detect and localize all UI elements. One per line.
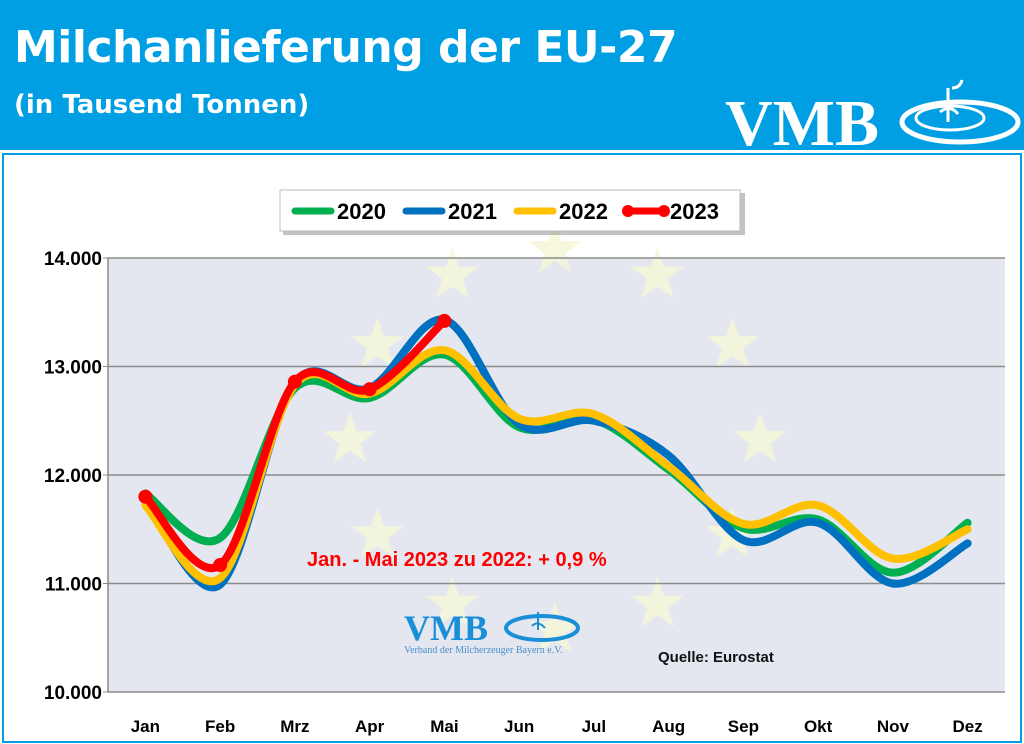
star-icon (733, 412, 787, 463)
x-tick-label: Mai (430, 717, 458, 736)
vmb-logo: VMB (725, 79, 1021, 150)
legend: 2020 2021 2022 2023 (279, 189, 745, 235)
x-axis: Jan Feb Mrz Apr Mai Jun Jul Aug Sep Okt Nov Dez (131, 717, 983, 736)
star-icon (705, 317, 760, 368)
legend-label-2020: 2020 (337, 199, 386, 224)
y-tick-label: 13.000 (44, 358, 102, 379)
y-tick-label: 14.000 (44, 249, 102, 270)
star-icon (630, 247, 685, 299)
page-subtitle: (in Tausend Tonnen) (14, 90, 310, 120)
star-icon (425, 576, 480, 628)
star-icon (528, 602, 582, 653)
x-tick-label: Jan (131, 717, 160, 736)
data-point-2023 (437, 313, 452, 328)
data-point-2023 (287, 374, 302, 389)
legend-label-2022: 2022 (559, 199, 608, 224)
annotation-text: Jan. - Mai 2023 zu 2022: + 0,9 % (307, 549, 607, 571)
x-tick-label: Aug (652, 717, 685, 736)
x-tick-label: Dez (953, 717, 983, 736)
star-icon (425, 247, 480, 299)
legend-label-2021: 2021 (448, 199, 497, 224)
x-tick-label: Sep (728, 717, 759, 736)
data-point-2023 (362, 382, 377, 397)
watermark-tagline: Verband der Milcherzeuger Bayern e.V. (404, 645, 563, 656)
x-tick-label: Jun (504, 717, 534, 736)
x-tick-label: Mrz (280, 717, 309, 736)
watermark-drop-icon (504, 614, 580, 642)
x-tick-label: Nov (877, 717, 910, 736)
series-lines (138, 313, 972, 592)
y-tick-label: 11.000 (45, 575, 102, 596)
legend-label-2023: 2023 (670, 199, 719, 224)
y-tick-label: 12.000 (44, 466, 102, 487)
x-tick-label: Feb (205, 717, 235, 736)
watermark-logo-text: VMB (404, 608, 488, 648)
x-tick-label: Jul (582, 717, 607, 736)
star-icon (350, 507, 405, 558)
star-icon (528, 222, 582, 273)
page-title: Milchanlieferung der EU-27 (14, 22, 678, 73)
series-line-2023 (141, 316, 449, 572)
vmb-watermark-logo: VMB Verband der Milcherzeuger Bayern e.V… (404, 608, 580, 656)
vmb-logo-text: VMB (725, 87, 879, 150)
x-tick-label: Apr (355, 717, 385, 736)
data-point-2023 (213, 558, 228, 573)
y-tick-label: 10.000 (44, 683, 102, 704)
gridlines (108, 257, 1005, 693)
data-point-2023 (138, 489, 153, 504)
y-axis: 10.000 11.000 12.000 13.000 14.000 (44, 249, 109, 704)
header-banner: Milchanlieferung der EU-27 (in Tausend T… (0, 0, 1024, 150)
star-icon (630, 576, 685, 628)
milk-drop-logo-icon (899, 79, 1021, 145)
star-icon (350, 317, 405, 368)
source-label: Quelle: Eurostat (658, 649, 774, 666)
star-icon (323, 412, 377, 463)
x-tick-label: Okt (804, 717, 833, 736)
